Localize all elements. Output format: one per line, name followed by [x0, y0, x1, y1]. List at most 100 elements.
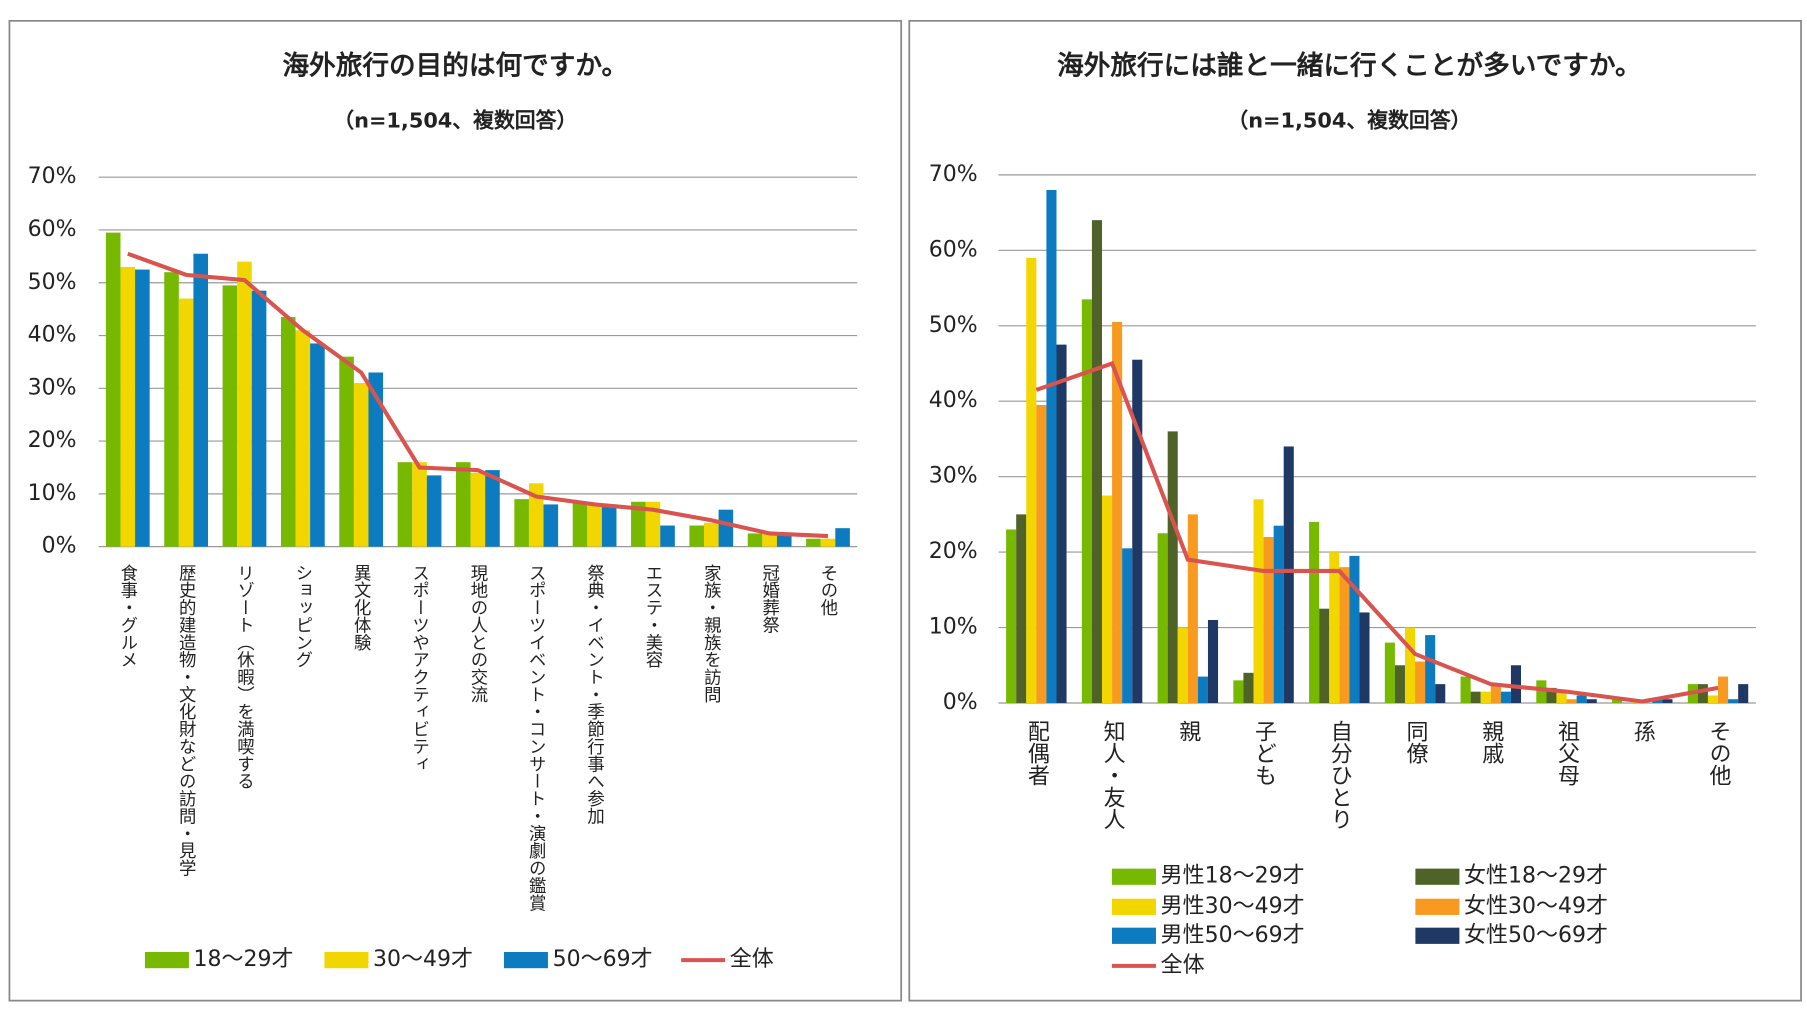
- bar: [1036, 404, 1047, 703]
- x-tick-label: 孫: [1630, 720, 1656, 742]
- bar: [1707, 695, 1719, 703]
- x-tick-label: 親: [1175, 720, 1201, 742]
- bar: [1349, 555, 1360, 703]
- y-tick-label: 30%: [929, 464, 978, 489]
- bar: [572, 501, 588, 547]
- bar: [193, 253, 209, 547]
- bar: [295, 330, 311, 547]
- bar: [1738, 684, 1749, 703]
- y-tick-label: 40%: [929, 388, 978, 413]
- bar: [543, 504, 559, 547]
- legend-swatch: [1415, 927, 1460, 944]
- bar: [105, 232, 121, 547]
- bar: [1728, 699, 1739, 703]
- y-tick-label: 60%: [929, 237, 978, 262]
- bar: [1132, 359, 1143, 703]
- bar: [1546, 687, 1557, 703]
- bar: [1046, 189, 1057, 703]
- y-tick-label: 70%: [929, 162, 978, 187]
- bar: [1384, 642, 1395, 703]
- bar: [1425, 635, 1436, 703]
- bar: [426, 475, 442, 547]
- legend-swatch: [324, 951, 369, 969]
- chart-subtitle: （n=1,504、複数回答）: [1227, 109, 1471, 133]
- bar: [1309, 521, 1320, 703]
- bar: [1091, 220, 1103, 703]
- bar: [718, 509, 734, 547]
- bar: [1253, 499, 1264, 703]
- legend-swatch: [1111, 927, 1156, 944]
- bar: [1652, 699, 1663, 703]
- legend-swatch: [1415, 898, 1460, 915]
- line-series: [127, 251, 829, 539]
- legend-label: 男性50〜69才: [1161, 923, 1305, 948]
- legend-label: 女性30〜49才: [1464, 894, 1608, 919]
- x-tick-label: ショッピング: [293, 564, 313, 668]
- y-tick-label: 60%: [28, 217, 77, 242]
- bar: [1490, 684, 1501, 703]
- bar: [1177, 627, 1188, 703]
- bar: [1112, 321, 1123, 703]
- bar: [353, 383, 369, 547]
- legend-label: 50〜69才: [553, 947, 653, 972]
- legend-label: 18〜29才: [194, 947, 294, 972]
- x-tick-label: その他: [818, 564, 838, 616]
- bar: [1329, 552, 1340, 703]
- bar: [1415, 661, 1426, 703]
- x-tick-label: リゾート（休暇）を満喫する: [234, 564, 254, 790]
- bar: [1263, 537, 1274, 703]
- bar: [485, 470, 500, 547]
- legend-label: 男性18〜29才: [1161, 864, 1305, 889]
- bar: [1056, 344, 1067, 703]
- bar: [1233, 680, 1244, 703]
- y-tick-label: 70%: [28, 164, 77, 189]
- bar: [1006, 529, 1017, 703]
- x-tick-label: 家族・親族を訪問: [701, 564, 721, 704]
- bar: [1157, 533, 1168, 703]
- bar: [1359, 612, 1370, 703]
- y-tick-label: 0%: [943, 690, 978, 715]
- x-tick-label: 知人・友人: [1100, 720, 1126, 830]
- bar: [1167, 431, 1178, 703]
- bar: [1697, 684, 1708, 703]
- x-tick-label: 子ども: [1251, 720, 1276, 786]
- x-tick-label: エステ・美容: [643, 564, 663, 668]
- legend-swatch: [503, 951, 548, 969]
- x-tick-label: 同僚: [1403, 720, 1429, 764]
- x-tick-label: 現地の人との交流: [468, 564, 488, 703]
- bar: [1243, 672, 1254, 703]
- bar: [251, 290, 267, 547]
- legend-label: 女性18〜29才: [1464, 864, 1608, 889]
- y-tick-label: 0%: [42, 534, 77, 559]
- bar: [762, 533, 777, 547]
- bar: [1576, 695, 1587, 703]
- legend-swatch: [1111, 898, 1156, 915]
- x-tick-label: 歴史的建造物・文化財などの訪問・見学: [176, 564, 196, 877]
- bar: [1319, 608, 1330, 703]
- bar: [631, 501, 646, 547]
- y-tick-label: 40%: [28, 323, 77, 348]
- bar: [1435, 684, 1446, 703]
- bar: [1394, 665, 1405, 703]
- bar: [820, 538, 836, 547]
- x-tick-label: スポーツやアクティビティ: [410, 564, 430, 772]
- x-tick-label: 親戚: [1478, 720, 1504, 764]
- y-tick-label: 20%: [929, 539, 978, 564]
- bar: [1207, 619, 1219, 703]
- bar: [368, 372, 384, 547]
- panel: [8, 19, 903, 1002]
- x-tick-label: 配偶者: [1024, 720, 1050, 786]
- bar: [164, 272, 179, 547]
- legend-label: 男性30〜49才: [1161, 894, 1305, 919]
- bar: [1662, 699, 1673, 703]
- chart-subtitle: （n=1,504、複数回答）: [333, 109, 577, 133]
- legend-label: 女性50〜69才: [1464, 923, 1608, 948]
- bar: [1586, 699, 1597, 703]
- bar: [1016, 514, 1027, 703]
- bar: [1081, 299, 1092, 703]
- legend-swatch: [1111, 868, 1156, 885]
- y-tick-label: 10%: [929, 615, 978, 640]
- x-tick-label: 祖父母: [1554, 720, 1580, 786]
- bar: [1612, 699, 1623, 703]
